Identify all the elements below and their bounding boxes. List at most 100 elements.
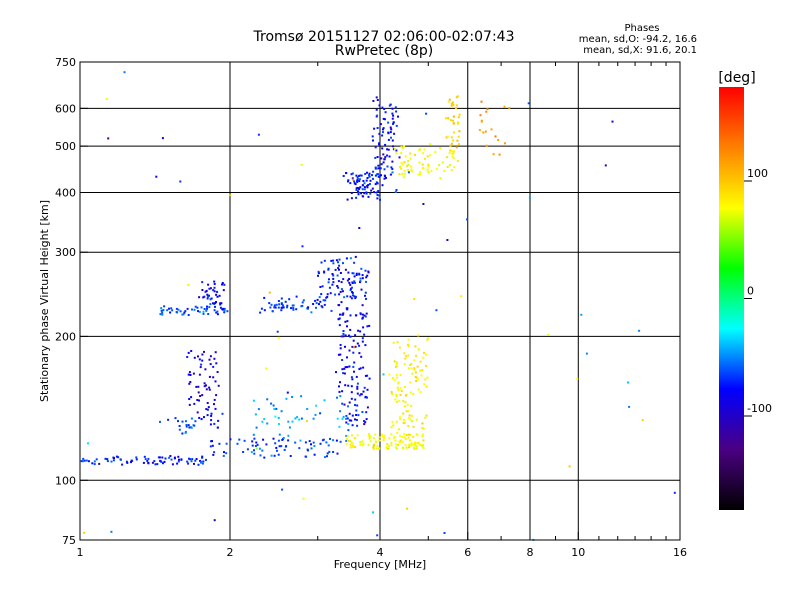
data-point — [402, 447, 405, 450]
data-point — [485, 144, 488, 147]
data-point — [332, 259, 335, 262]
data-point — [453, 122, 455, 125]
data-point — [186, 356, 189, 358]
data-point — [410, 404, 413, 407]
data-point — [497, 139, 500, 141]
data-point — [403, 363, 406, 365]
data-point — [110, 530, 113, 533]
data-point — [211, 440, 213, 443]
data-point — [187, 351, 190, 354]
data-point — [218, 294, 221, 297]
data-point — [450, 104, 453, 107]
data-point — [236, 442, 239, 445]
data-point — [185, 424, 188, 426]
data-point — [383, 118, 386, 121]
data-point — [503, 105, 506, 108]
data-point — [394, 446, 397, 449]
data-point — [126, 461, 129, 464]
data-point — [388, 155, 391, 158]
data-point — [358, 180, 361, 183]
data-point — [353, 295, 356, 298]
data-point — [320, 261, 323, 264]
data-point — [399, 439, 402, 442]
data-point — [450, 136, 453, 139]
data-point — [197, 463, 200, 466]
data-point — [151, 461, 154, 464]
data-point — [206, 414, 209, 417]
data-point — [273, 408, 276, 410]
data-point — [260, 307, 263, 310]
data-point — [354, 314, 357, 317]
data-point — [401, 163, 404, 166]
data-point — [203, 295, 206, 298]
data-point — [399, 165, 401, 168]
data-point — [452, 139, 455, 142]
data-point — [404, 357, 407, 360]
data-point — [407, 343, 410, 346]
data-point — [346, 320, 349, 323]
data-point — [188, 403, 191, 406]
data-point — [365, 411, 368, 414]
data-point — [352, 339, 355, 342]
data-point — [98, 462, 101, 465]
data-point — [285, 397, 288, 400]
data-point — [201, 462, 204, 465]
data-point — [361, 444, 364, 447]
data-point — [360, 192, 363, 195]
data-point — [376, 127, 379, 129]
data-point — [427, 165, 430, 168]
data-point — [398, 399, 401, 402]
data-point — [417, 334, 420, 337]
data-point — [406, 164, 409, 167]
data-point — [387, 121, 390, 124]
data-point — [205, 388, 208, 391]
data-point — [393, 360, 396, 363]
data-point — [229, 438, 232, 441]
data-point — [457, 116, 460, 119]
data-point — [368, 437, 371, 440]
data-point — [376, 194, 379, 196]
data-point — [200, 306, 203, 309]
data-point — [278, 423, 280, 425]
data-point — [345, 439, 348, 442]
data-point — [206, 408, 209, 411]
data-point — [365, 191, 368, 194]
data-point — [238, 438, 241, 441]
data-point — [351, 282, 354, 284]
data-point — [317, 272, 320, 275]
data-point — [280, 303, 283, 306]
data-point — [146, 459, 149, 462]
data-point — [338, 385, 340, 388]
data-point — [367, 444, 370, 447]
data-point — [336, 285, 339, 287]
data-point — [366, 274, 369, 277]
colorbar-tick-label: 0 — [747, 285, 754, 298]
data-point — [386, 154, 388, 157]
data-point — [374, 433, 377, 436]
data-point — [384, 175, 386, 178]
data-point — [351, 291, 354, 294]
data-point — [301, 245, 304, 248]
data-point — [443, 169, 446, 172]
data-point — [280, 309, 283, 312]
data-point — [110, 460, 113, 463]
data-point — [413, 359, 416, 362]
data-point — [338, 390, 341, 393]
data-point — [397, 382, 400, 385]
data-point — [411, 420, 414, 423]
data-point — [349, 314, 352, 317]
data-point — [377, 173, 379, 176]
data-point — [340, 288, 343, 291]
data-point — [219, 302, 222, 305]
data-point — [352, 178, 355, 181]
data-point — [201, 456, 204, 459]
data-point — [359, 313, 362, 316]
data-point — [292, 308, 295, 311]
data-point — [341, 390, 344, 393]
data-point — [413, 297, 416, 300]
data-point — [339, 353, 342, 356]
data-point — [397, 388, 400, 391]
data-point — [360, 355, 363, 358]
data-point — [225, 452, 228, 455]
data-point — [219, 303, 222, 306]
